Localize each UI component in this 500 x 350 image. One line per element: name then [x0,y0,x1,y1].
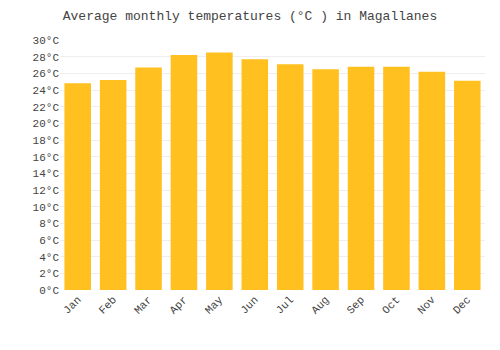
svg-text:Aug: Aug [309,294,331,316]
svg-text:Apr: Apr [167,294,189,316]
svg-text:28°C: 28°C [33,52,60,64]
svg-text:Dec: Dec [451,294,473,316]
svg-text:Sep: Sep [345,294,367,316]
svg-text:Oct: Oct [380,294,402,316]
svg-text:May: May [203,294,226,317]
svg-text:0°C: 0°C [39,285,59,297]
svg-text:8°C: 8°C [39,218,59,230]
svg-text:16°C: 16°C [33,152,60,164]
svg-text:22°C: 22°C [33,102,60,114]
svg-text:20°C: 20°C [33,118,60,130]
svg-text:2°C: 2°C [39,268,59,280]
svg-text:Mar: Mar [132,294,154,316]
svg-text:Jan: Jan [61,294,83,316]
svg-text:12°C: 12°C [33,185,60,197]
svg-text:4°C: 4°C [39,252,59,264]
svg-text:30°C: 30°C [33,35,60,47]
svg-text:Average monthly temperatures (: Average monthly temperatures (°C ) in Ma… [63,9,437,24]
svg-text:6°C: 6°C [39,235,59,247]
svg-text:Jul: Jul [274,294,296,316]
svg-text:Jun: Jun [238,294,260,316]
svg-text:14°C: 14°C [33,168,60,180]
svg-text:18°C: 18°C [33,135,60,147]
svg-text:26°C: 26°C [33,68,60,80]
svg-text:24°C: 24°C [33,85,60,97]
svg-text:10°C: 10°C [33,202,60,214]
svg-text:Nov: Nov [415,294,438,317]
svg-text:Feb: Feb [97,294,119,316]
